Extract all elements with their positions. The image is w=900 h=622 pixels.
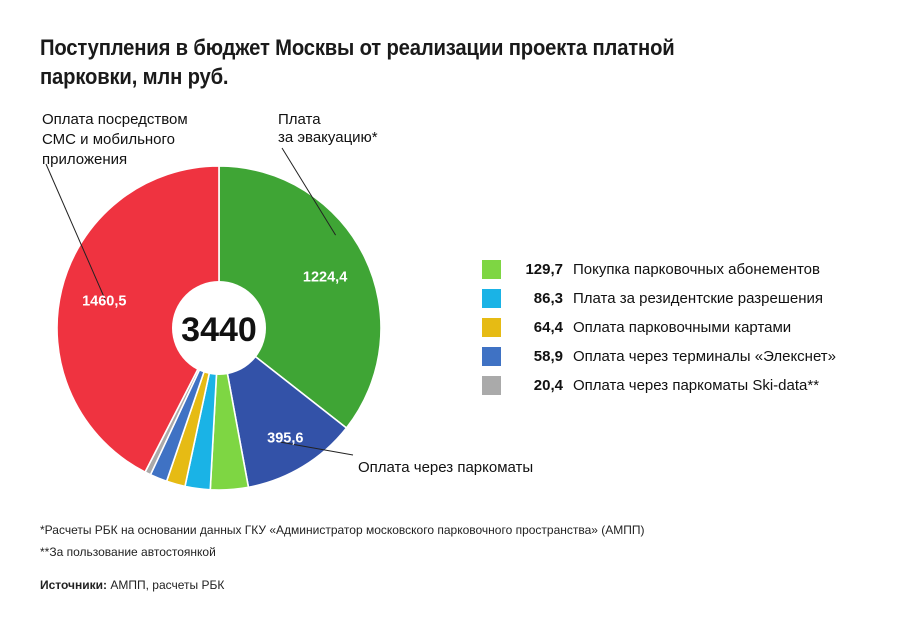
total-label: 3440 xyxy=(181,311,257,349)
legend-value: 64,4 xyxy=(533,319,563,336)
legend-label: Плата за резидентские разрешения xyxy=(573,290,824,307)
legend-item: 129,7 Покупка парковочных абонементов xyxy=(482,255,836,284)
leader-sms xyxy=(45,163,107,301)
slice-value-labels: 1224,4 395,6 1460,5 xyxy=(82,269,347,446)
legend-item: 58,9 Оплата через терминалы «Элекснет» xyxy=(482,342,836,371)
pie-slice-evac xyxy=(218,165,382,430)
sources-line: Источники: АМПП, расчеты РБК xyxy=(40,578,224,592)
legend-value: 20,4 xyxy=(533,377,563,394)
chart-title: Поступления в бюджет Москвы от реализаци… xyxy=(40,35,675,89)
legend-value: 58,9 xyxy=(533,348,563,365)
legend-swatch xyxy=(482,318,501,337)
legend-value: 129,7 xyxy=(525,261,563,278)
legend-label: Оплата через терминалы «Элекснет» xyxy=(573,348,837,365)
legend-value: 86,3 xyxy=(533,290,563,307)
legend-swatch xyxy=(482,347,501,366)
callout-sms: Оплата посредством СМС и мобильного прилож… xyxy=(42,111,188,168)
callout-meters: Оплата через паркоматы xyxy=(358,459,533,476)
callout-line: приложения xyxy=(42,151,127,168)
footnote-2: **За пользование автостоянкой xyxy=(40,545,216,559)
callout-line: Оплата посредством xyxy=(42,111,188,128)
center-hole xyxy=(172,281,266,375)
pie-slice-sms xyxy=(56,165,220,474)
legend-label: Оплата парковочными картами xyxy=(573,319,792,336)
slice-value-label-evac: 1224,4 xyxy=(303,269,347,285)
callout-line: за эвакуацию* xyxy=(278,129,378,146)
legend: 129,7 Покупка парковочных абонементов 86,3… xyxy=(482,255,836,400)
legend-label: Оплата через паркоматы Ski-data** xyxy=(573,377,820,394)
footnote-1: *Расчеты РБК на основании данных ГКУ «Ад… xyxy=(40,523,645,537)
legend-item: 20,4 Оплата через паркоматы Ski-data** xyxy=(482,371,836,400)
pie-slice-meters xyxy=(217,326,348,489)
callout-line: Оплата через паркоматы xyxy=(358,459,533,476)
leader-meters xyxy=(280,441,354,456)
callout-line: СМС и мобильного xyxy=(42,131,175,148)
sources-label: Источники: xyxy=(40,578,108,592)
slice-value-label-meters: 395,6 xyxy=(267,431,303,447)
slice-value-label-sms: 1460,5 xyxy=(82,293,126,309)
legend-swatch xyxy=(482,260,501,279)
legend-swatch xyxy=(482,376,501,395)
callout-line: Плата xyxy=(278,111,321,128)
legend-item: 64,4 Оплата парковочными картами xyxy=(482,313,836,342)
legend-item: 86,3 Плата за резидентские разрешения xyxy=(482,284,836,313)
legend-label: Покупка парковочных абонементов xyxy=(573,261,820,278)
slice-callouts: Оплата посредством СМС и мобильного прилож… xyxy=(42,111,533,476)
legend-swatch xyxy=(482,289,501,308)
sources-text: АМПП, расчеты РБК xyxy=(107,578,225,592)
leader-evac xyxy=(281,147,337,236)
callout-leader-lines xyxy=(45,147,354,456)
